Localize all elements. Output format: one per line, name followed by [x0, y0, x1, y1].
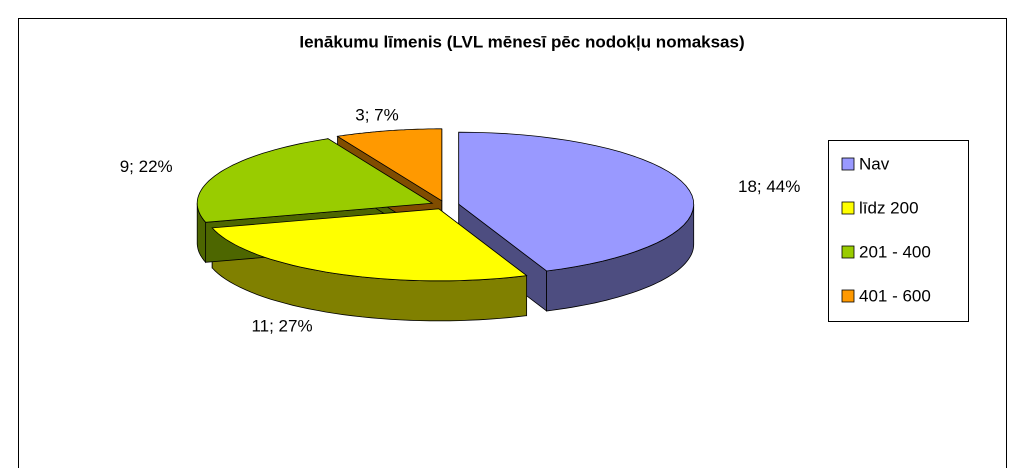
legend-label: Nav: [859, 154, 890, 173]
slice: [211, 208, 528, 282]
legend-swatch: [841, 201, 855, 215]
slice: [196, 138, 434, 223]
legend-label: līdz 200: [859, 198, 919, 217]
legend-swatch: [841, 245, 855, 259]
data-label: 11; 27%: [251, 316, 312, 335]
legend-box: [828, 140, 969, 322]
legend-swatch: [841, 157, 855, 171]
legend-swatch: [841, 289, 855, 303]
legend-label: 201 - 400: [859, 242, 931, 261]
data-label: 9; 22%: [120, 157, 173, 176]
data-label: 3; 7%: [355, 105, 398, 124]
slice: [336, 128, 443, 202]
chart-title: Ienākumu līmenis (LVL mēnesī pēc nodokļu…: [299, 32, 744, 51]
pie: 18; 44% 11; 27% 9; 22% 3; 7%: [120, 105, 801, 335]
slice: [458, 131, 695, 272]
legend: Nav līdz 200 201 - 400 401 - 600: [828, 140, 969, 322]
data-label: 18; 44%: [738, 177, 800, 196]
legend-label: 401 - 600: [859, 286, 931, 305]
